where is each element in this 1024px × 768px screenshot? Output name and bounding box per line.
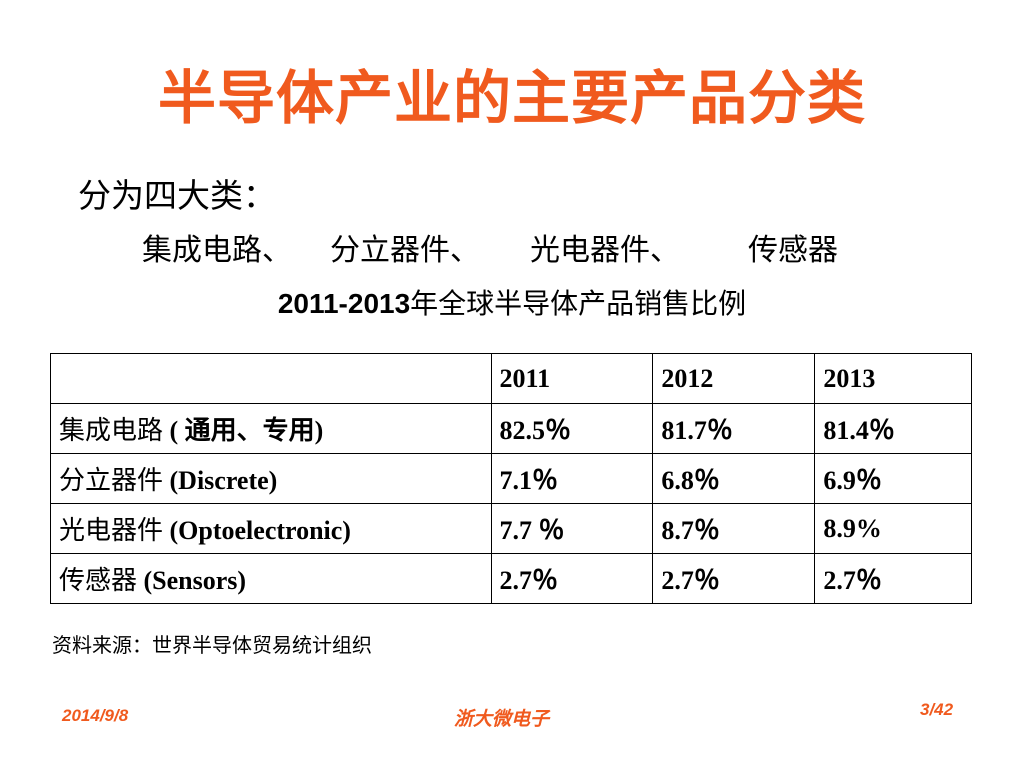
table-header-cell (50, 353, 492, 404)
table-cell: 2.7％ (490, 553, 654, 604)
row-label-cn: 传感器 (59, 566, 138, 596)
category-discrete: 分立器件、 (330, 233, 480, 268)
table-cell: 81.7％ (652, 403, 816, 454)
table-cell: 6.9％ (814, 453, 972, 504)
slide-title: 半导体产业的主要产品分类 (157, 64, 866, 132)
table-cell: 81.4％ (814, 403, 972, 454)
table-header-row: 2011 2012 2013 (50, 353, 972, 404)
category-optoelectronic: 光电器件、 (530, 233, 680, 268)
row-label-cn: 光电器件 (59, 516, 164, 546)
table-header-cell: 2011 (490, 353, 654, 404)
table-header-cell: 2012 (652, 353, 816, 404)
row-label: 集成电路 ( 通用、专用) (50, 403, 492, 454)
subtitle: 分为四大类： (78, 176, 276, 215)
table-row: 分立器件 (Discrete) 7.1％ 6.8％ 6.9％ (50, 453, 972, 504)
category-integrated-circuit: 集成电路、 (142, 233, 292, 268)
row-label-cn: 分立器件 (59, 466, 164, 496)
table-row: 集成电路 ( 通用、专用) 82.5％ 81.7％ 81.4％ (50, 403, 972, 454)
table-cell: 8.7％ (652, 503, 816, 554)
row-label-en: ( 通用、专用) (163, 416, 324, 445)
table-caption-years: 2011-2013 (277, 288, 411, 319)
footer-organization: 浙大微电子 (454, 708, 550, 730)
row-label-cn: 集成电路 (59, 416, 164, 446)
table-cell: 8.9% (814, 503, 972, 554)
source-note: 资料来源：世界半导体贸易统计组织 (52, 633, 372, 657)
table-cell: 6.8％ (652, 453, 816, 504)
row-label-en: (Sensors) (137, 566, 247, 595)
table-cell: 7.1％ (490, 453, 654, 504)
category-sensor: 传感器 (748, 233, 838, 268)
row-label-en: (Optoelectronic) (163, 516, 351, 545)
row-label: 分立器件 (Discrete) (50, 453, 492, 504)
row-label: 光电器件 (Optoelectronic) (50, 503, 492, 554)
table-caption: 2011-2013年全球半导体产品销售比例 (0, 282, 1024, 326)
table-row: 光电器件 (Optoelectronic) 7.7 ％ 8.7％ 8.9% (50, 503, 972, 554)
table-cell: 7.7 ％ (490, 503, 654, 554)
row-label: 传感器 (Sensors) (50, 553, 492, 604)
footer-date: 2014/9/8 (62, 706, 129, 725)
table-caption-text: 年全球半导体产品销售比例 (410, 287, 747, 320)
sales-ratio-table: 2011 2012 2013 集成电路 ( 通用、专用) 82.5％ 81.7％… (50, 353, 972, 604)
table-header-cell: 2013 (814, 353, 972, 404)
table-cell: 2.7％ (814, 553, 972, 604)
page-number: 3/42 (920, 700, 954, 719)
table-row: 传感器 (Sensors) 2.7％ 2.7％ 2.7％ (50, 553, 972, 604)
table-cell: 82.5％ (490, 403, 654, 454)
table-cell: 2.7％ (652, 553, 816, 604)
row-label-en: (Discrete) (163, 466, 278, 495)
